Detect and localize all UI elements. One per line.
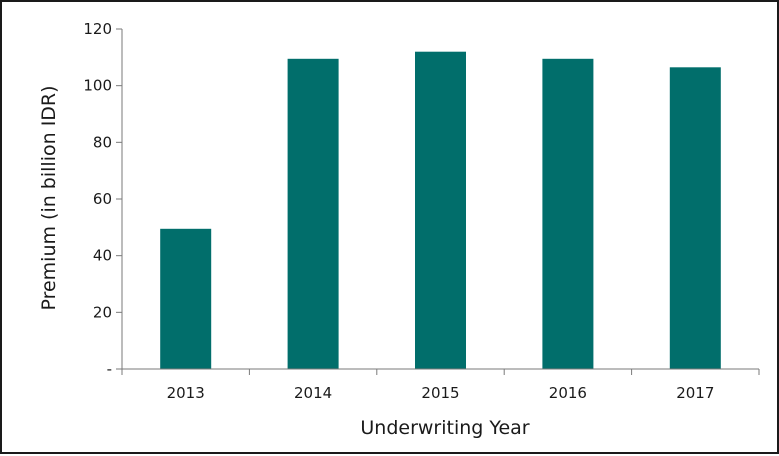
bar-2016 bbox=[542, 58, 594, 370]
y-tick-label-20: 20 bbox=[93, 303, 112, 321]
x-tick-label-2013: 2013 bbox=[167, 384, 205, 402]
y-axis-title: Premium (in billion IDR) bbox=[38, 85, 60, 310]
y-tick-label-60: 60 bbox=[93, 190, 112, 208]
y-tick-label-80: 80 bbox=[93, 133, 112, 151]
y-tick-label-0: - bbox=[107, 360, 112, 378]
y-tick-label-40: 40 bbox=[93, 247, 112, 265]
bar-2013 bbox=[160, 228, 212, 370]
y-tick-label-120: 120 bbox=[83, 20, 112, 38]
x-axis-title: Underwriting Year bbox=[360, 417, 529, 439]
x-tick-label-2017: 2017 bbox=[676, 384, 714, 402]
axes-layer bbox=[116, 28, 760, 375]
bar-2014 bbox=[287, 58, 339, 370]
bars-layer bbox=[160, 51, 721, 370]
bar-2017 bbox=[669, 67, 721, 370]
y-tick-label-100: 100 bbox=[83, 77, 112, 95]
x-tick-label-2015: 2015 bbox=[421, 384, 459, 402]
x-tick-label-2014: 2014 bbox=[294, 384, 332, 402]
labels-layer: - 20 40 60 80 100 120 2013 2014 2015 2016 2017 bbox=[83, 20, 714, 402]
bar-2015 bbox=[415, 51, 466, 369]
x-tick-label-2016: 2016 bbox=[549, 384, 587, 402]
